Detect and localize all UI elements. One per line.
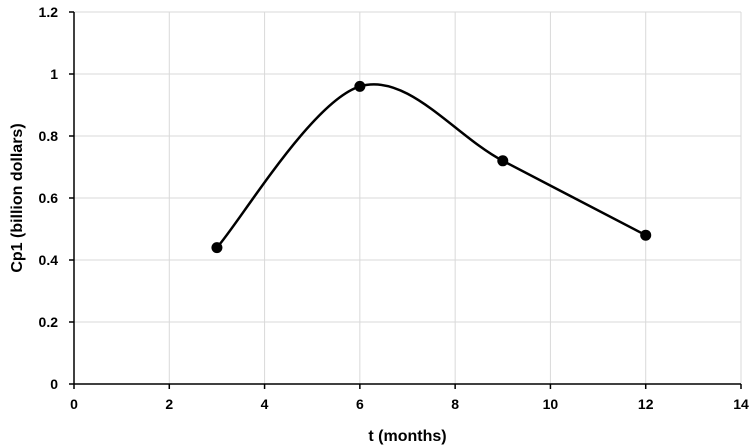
x-tick-label: 2	[165, 396, 173, 412]
x-tick-label: 14	[733, 396, 749, 412]
y-tick-label: 0.4	[39, 252, 59, 268]
data-point	[640, 229, 652, 241]
y-tick-label: 1.2	[39, 4, 59, 20]
x-tick-label: 6	[356, 396, 364, 412]
y-axis-title: Cp1 (billion dollars)	[9, 123, 26, 272]
label-layer: 0 2 4 6 8 10 12 14 0 0.2 0.4 0.6 0.8 1 1.2	[39, 4, 749, 412]
x-tick-label: 12	[638, 396, 654, 412]
y-tick-label: 0	[50, 376, 58, 392]
x-axis-title: t (months)	[368, 428, 446, 445]
series-line	[215, 83, 647, 249]
grid-layer	[73, 11, 742, 385]
x-tick-label: 4	[261, 396, 269, 412]
y-tick-label: 0.8	[39, 128, 59, 144]
data-point	[211, 242, 223, 254]
x-tick-label: 8	[451, 396, 459, 412]
data-point	[354, 80, 366, 92]
y-tick-label: 1	[50, 66, 58, 82]
series-layer	[211, 80, 652, 254]
x-tick-label: 0	[70, 396, 78, 412]
x-tick-label: 10	[543, 396, 559, 412]
y-tick-label: 0.6	[39, 190, 59, 206]
y-tick-label: 0.2	[39, 314, 59, 330]
data-point	[497, 155, 509, 167]
axis-layer	[69, 11, 742, 389]
